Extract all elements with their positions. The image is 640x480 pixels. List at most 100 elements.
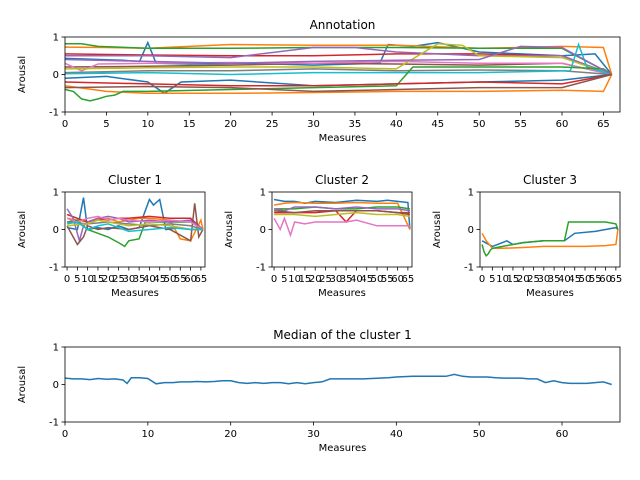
x-tick-label: 45 (431, 119, 444, 130)
x-tick-label: 20 (224, 119, 237, 130)
x-tick-label: 55 (514, 119, 527, 130)
y-tick-label: 0 (53, 380, 59, 391)
y-axis-label: Arousal (17, 211, 28, 248)
chart-panel-1: 0 5 10 15 20 25 30 35 40 45 50 55 60 6510-1Annotation… (17, 18, 621, 144)
y-tick-label: 1 (468, 188, 474, 199)
x-tick-label: 40 (390, 119, 403, 130)
x-tick-label: 65 (610, 274, 623, 285)
x-tick-label: 65 (402, 274, 415, 285)
y-tick-label: 1 (53, 188, 59, 199)
x-tick-label: 5 (281, 274, 287, 285)
series-line (273, 216, 410, 238)
x-tick-label: 10 (288, 274, 301, 285)
x-tick-label: 60 (184, 274, 197, 285)
x-tick-label: 10 (141, 119, 154, 130)
y-tick-label: -1 (464, 263, 474, 274)
series-line (65, 45, 613, 76)
y-tick-label: 1 (260, 188, 266, 199)
x-tick-label: 15 (299, 274, 312, 285)
series-line (273, 201, 411, 230)
series-line (481, 221, 619, 258)
y-tick-label: 0 (53, 70, 59, 81)
y-tick-label: 0 (260, 225, 266, 236)
series-line (65, 73, 612, 93)
chart-title: Median of the cluster 1 (273, 328, 412, 342)
x-tick-label: 25 (266, 119, 279, 130)
series-line (65, 66, 613, 102)
x-tick-label: 60 (556, 429, 569, 440)
x-tick-label: 60 (556, 119, 569, 130)
x-tick-label: 30 (537, 274, 550, 285)
x-tick-label: 35 (349, 119, 362, 130)
y-tick-label: -1 (49, 263, 59, 274)
x-tick-label: 35 (548, 274, 561, 285)
x-tick-label: 50 (579, 274, 592, 285)
x-tick-label: 65 (597, 119, 610, 130)
series-line (65, 42, 612, 76)
y-tick-label: 0 (468, 225, 474, 236)
series-line (273, 206, 411, 212)
x-tick-label: 25 (527, 274, 540, 285)
x-axis-label: Measures (319, 443, 367, 454)
x-tick-label: 30 (307, 429, 320, 440)
series-line (66, 215, 204, 231)
x-tick-label: 50 (473, 429, 486, 440)
x-tick-label: 60 (599, 274, 612, 285)
series-line (274, 211, 411, 218)
x-tick-label: 10 (496, 274, 509, 285)
x-tick-label: 20 (309, 274, 322, 285)
series-line (481, 226, 619, 248)
series-line (274, 210, 410, 214)
series-line (65, 73, 612, 95)
x-tick-label: 55 (174, 274, 187, 285)
x-tick-label: 10 (81, 274, 94, 285)
x-tick-label: 50 (164, 274, 177, 285)
y-axis-label: Arousal (17, 366, 28, 403)
y-axis-label: Arousal (17, 56, 28, 93)
x-tick-label: 50 (473, 119, 486, 130)
plot-frame (479, 191, 621, 268)
y-tick-label: 0 (53, 225, 59, 236)
x-tick-label: 40 (390, 429, 403, 440)
series-line (66, 221, 203, 233)
x-tick-label: 20 (102, 274, 115, 285)
x-tick-label: 0 (271, 274, 277, 285)
x-tick-label: 0 (62, 119, 68, 130)
y-tick-label: -1 (49, 108, 59, 119)
x-axis-label: Measures (319, 133, 367, 144)
x-tick-label: 35 (133, 274, 146, 285)
series-line (66, 203, 204, 246)
x-tick-label: 0 (62, 429, 68, 440)
series-line (66, 208, 204, 244)
series-line (481, 229, 619, 250)
x-tick-label: 55 (589, 274, 602, 285)
series-line (273, 198, 411, 230)
x-tick-label: 10 (141, 429, 154, 440)
y-axis-label: Arousal (432, 211, 443, 248)
x-tick-label: 25 (112, 274, 125, 285)
x-tick-label: 15 (507, 274, 520, 285)
series-line (65, 373, 612, 386)
series-line (65, 73, 612, 87)
x-axis-label: Measures (111, 288, 159, 299)
x-tick-label: 45 (360, 274, 373, 285)
x-tick-label: 30 (329, 274, 342, 285)
x-tick-label: 55 (381, 274, 394, 285)
series-line (274, 206, 411, 210)
x-tick-label: 40 (143, 274, 156, 285)
series-line (65, 43, 612, 76)
y-tick-label: 1 (53, 343, 59, 354)
x-axis-label: Measures (526, 288, 574, 299)
x-tick-label: 20 (224, 429, 237, 440)
chart-title: Cluster 1 (108, 173, 162, 187)
x-tick-label: 50 (371, 274, 384, 285)
x-tick-label: 60 (391, 274, 404, 285)
x-tick-label: 65 (195, 274, 208, 285)
x-tick-label: 15 (183, 119, 196, 130)
y-tick-label: -1 (49, 418, 59, 429)
chart-title: Annotation (310, 18, 376, 32)
x-tick-label: 40 (558, 274, 571, 285)
